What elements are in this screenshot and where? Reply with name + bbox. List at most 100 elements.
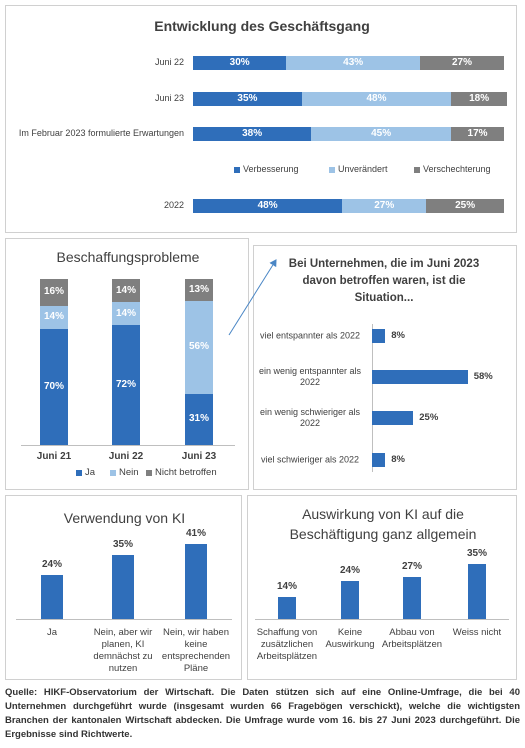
bar-segment (185, 279, 213, 301)
category-label: ein wenig schwieriger als 2022 (259, 407, 361, 428)
bar-segment (342, 199, 427, 213)
value-label: 27% (401, 560, 422, 572)
value-label: 25% (455, 200, 476, 211)
value-label: 30% (229, 57, 250, 68)
value-label: 25% (419, 412, 439, 423)
x-axis (255, 619, 509, 620)
x-axis (16, 619, 232, 620)
category-label: Im Februar 2023 formulierte Erwartungen (18, 128, 184, 138)
value-label: 14% (115, 307, 136, 319)
category-label: Ja (46, 627, 58, 638)
value-label: 48% (366, 93, 387, 104)
bar-segment (311, 127, 452, 141)
legend-swatch (110, 470, 116, 476)
bar (372, 370, 468, 384)
value-label: 35% (466, 548, 487, 560)
category-label: Abbau von Arbeitsplätzen (381, 627, 443, 650)
bar (468, 564, 486, 619)
value-label: 13% (188, 283, 209, 295)
bar (112, 554, 134, 619)
category-label: Keine Auswirkung (325, 627, 375, 650)
value-label: 27% (374, 200, 395, 211)
chart-panel: Verwendung von KI 24% Ja 35% Nein, aber wir … (5, 495, 242, 680)
value-label: 72% (115, 379, 136, 391)
value-label: 35% (237, 93, 258, 104)
value-label: 24% (41, 559, 62, 571)
bar-segment (193, 56, 287, 70)
bar (372, 453, 386, 467)
bar-segment (286, 56, 421, 70)
bar-segment (193, 92, 302, 106)
value-label: 48% (257, 200, 278, 211)
bar-segment (451, 127, 504, 141)
chart-title: Bei Unternehmen, die im Juni 2023 davon … (288, 258, 480, 304)
x-axis (21, 445, 235, 446)
bar-segment (112, 325, 140, 445)
bar (372, 411, 414, 425)
bar-segment (193, 199, 343, 213)
legend-label: Unverändert (338, 164, 388, 174)
category-label: 2022 (163, 200, 184, 210)
value-label: 16% (43, 286, 64, 298)
value-label: 43% (343, 57, 364, 68)
category-label: Weiss nicht (452, 627, 502, 638)
source-note: Quelle: HIKF-Observatorium der Wirtschaf… (5, 687, 520, 740)
value-label: 24% (339, 565, 360, 577)
value-label: 70% (43, 380, 64, 392)
category-label: Juni 23 (181, 451, 217, 462)
bar (403, 576, 421, 619)
bar (278, 597, 296, 619)
legend-label: Nein (119, 467, 139, 478)
bar-segment (185, 393, 213, 445)
category-label: Schaffung von zusätzlichen Arbeitsplätze… (256, 627, 318, 662)
bar (41, 575, 63, 619)
legend-label: Nicht betroffen (155, 467, 217, 478)
chart-title: Auswirkung von KI auf die Beschäftigung … (289, 506, 477, 542)
bar-segment (301, 92, 452, 106)
value-label: 27% (451, 57, 472, 68)
chart-title: Verwendung von KI (63, 510, 186, 526)
value-label: 8% (391, 330, 405, 341)
category-label: Nein, aber wir planen, KI demnächst zu n… (93, 627, 153, 674)
y-axis (372, 324, 373, 472)
bar-segment (112, 302, 140, 326)
category-label: ein wenig entspannter als 2022 (258, 366, 362, 387)
legend-swatch (76, 470, 82, 476)
bar-segment (451, 92, 508, 106)
legend-swatch (329, 167, 335, 173)
bar (341, 581, 359, 619)
value-label: 45% (371, 128, 392, 139)
value-label: 14% (43, 311, 64, 323)
bar-segment (420, 56, 504, 70)
legend-label: Ja (85, 467, 96, 478)
bar-segment (185, 300, 213, 394)
bar (372, 329, 386, 343)
value-label: 35% (112, 538, 133, 550)
category-label: Juni 23 (154, 93, 184, 103)
chart-panel: Entwicklung des Geschäftsgang Juni 22 30% 4… (5, 5, 517, 233)
legend-label: Verbesserung (243, 164, 299, 174)
bar-segment (40, 328, 68, 445)
value-label: 56% (188, 341, 209, 353)
bar (185, 543, 207, 619)
value-label: 41% (185, 527, 206, 539)
value-label: 31% (188, 413, 209, 425)
chart-title: Beschaffungsprobleme (56, 249, 200, 265)
legend-label: Verschechterung (423, 164, 491, 174)
bar-segment (426, 199, 504, 213)
value-label: 18% (469, 93, 490, 104)
chart-title: Entwicklung des Geschäftsgang (154, 18, 370, 34)
value-label: 38% (242, 128, 263, 139)
chart-panel: Beschaffungsprobleme Juni 21 70% 14% 16% Juni… (5, 238, 249, 490)
category-label: Juni 22 (108, 451, 144, 462)
legend-swatch (414, 167, 420, 173)
value-label: 58% (473, 371, 493, 382)
value-label: 14% (115, 284, 136, 296)
bar-segment (112, 279, 140, 303)
chart-panel: Bei Unternehmen, die im Juni 2023 davon … (253, 245, 517, 490)
category-label: Nein, wir haben keine entsprechenden Plä… (161, 627, 231, 674)
value-label: 17% (467, 128, 488, 139)
category-label: viel schwieriger als 2022 (260, 454, 360, 465)
bar-segment (193, 127, 312, 141)
category-label: Juni 21 (36, 451, 72, 462)
